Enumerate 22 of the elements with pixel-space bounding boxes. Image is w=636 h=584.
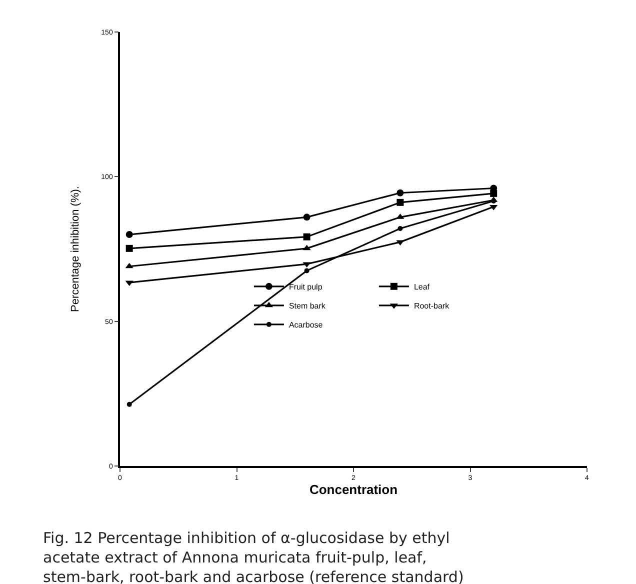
point <box>302 262 311 268</box>
point <box>398 226 403 231</box>
legend-label: Acarbose <box>288 320 324 330</box>
point <box>303 233 310 240</box>
point <box>125 280 134 286</box>
point <box>125 262 134 268</box>
legend-label: Stem bark <box>288 302 326 311</box>
point <box>396 240 404 246</box>
point <box>126 402 132 407</box>
point <box>126 231 133 238</box>
point <box>396 198 404 206</box>
point <box>303 214 310 221</box>
point <box>302 244 311 250</box>
point <box>126 244 133 252</box>
caption: Fig. 12 Percentage inhibition of α-glucosidase by ethyl acetate extract of Annona muricata fruit-pulp, leaf, stem-bark, root-bark and acarbose (reference standard) <box>43 529 464 584</box>
y-axis-title: Percentage inhibition (%). <box>69 186 82 312</box>
x-axis-title: Concentration <box>309 482 398 498</box>
legend-label: Leaf <box>414 282 430 292</box>
point <box>304 268 310 274</box>
legend-label: Fruit pulp <box>288 282 323 292</box>
point <box>396 189 404 196</box>
legend-label: Root-bark <box>414 302 450 311</box>
